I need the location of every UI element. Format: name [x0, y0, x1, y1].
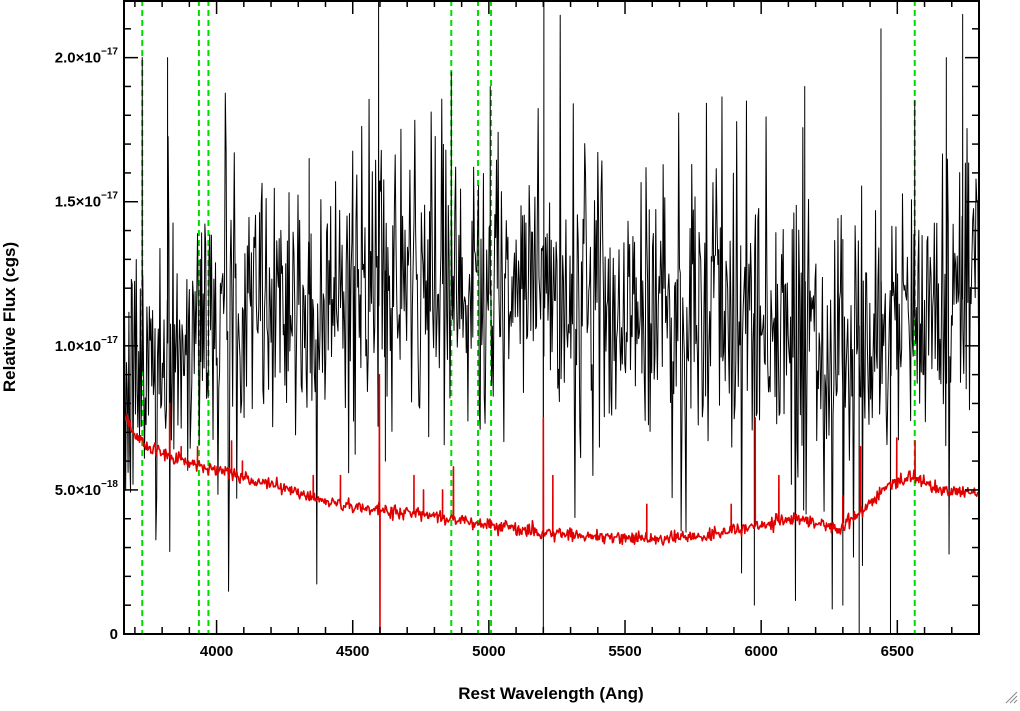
series-line-flux — [124, 0, 979, 634]
series-line-error — [124, 373, 979, 634]
y-tick-label: 5.0×10−18 — [55, 479, 119, 499]
y-tick-label: 2.0×10−17 — [55, 47, 119, 67]
x-tick-label: 5000 — [472, 643, 505, 660]
y-tick-label: 0 — [110, 626, 118, 643]
series-layer — [124, 0, 979, 634]
x-tick-label: 6000 — [744, 643, 777, 660]
x-tick-label: 4000 — [200, 643, 233, 660]
x-tick-label: 6500 — [881, 643, 914, 660]
resize-grip-icon[interactable] — [1004, 690, 1018, 704]
x-tick-label: 4500 — [336, 643, 369, 660]
y-axis: 0 5.0×10−18 1.0×10−17 1.5×10−17 2.0×10−17 — [55, 0, 979, 643]
x-tick-label: 5500 — [608, 643, 641, 660]
y-tick-label: 1.5×10−17 — [55, 191, 119, 211]
y-axis-label: Relative Flux (cgs) — [0, 242, 19, 392]
y-tick-label: 1.0×10−17 — [55, 335, 119, 355]
x-axis-label: Rest Wavelength (Ang) — [458, 684, 643, 703]
x-axis: 4000 4500 5000 5500 6000 6500 — [134, 0, 980, 660]
